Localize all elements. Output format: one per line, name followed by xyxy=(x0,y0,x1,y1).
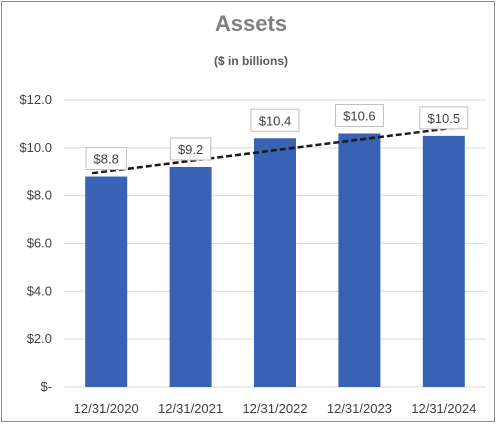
bar xyxy=(254,138,296,387)
chart-subtitle: ($ in billions) xyxy=(214,54,288,68)
data-label: $9.2 xyxy=(178,142,203,157)
data-label-box xyxy=(169,137,212,161)
data-label: $8.8 xyxy=(94,152,119,167)
x-tick-label: 12/31/2022 xyxy=(242,401,307,416)
x-tick-label: 12/31/2024 xyxy=(411,401,476,416)
data-label-box xyxy=(334,103,384,127)
bar xyxy=(422,135,465,387)
x-tick-label: 12/31/2021 xyxy=(158,401,223,416)
y-axis-ticks: $- $2.0 $4.0 $6.0 $8.0 $10.0 $12.0 xyxy=(19,92,52,394)
data-label: $10.5 xyxy=(428,111,461,126)
trendline xyxy=(92,126,458,175)
x-axis-ticks: 12/31/2020 12/31/2021 12/31/2022 12/31/2023… xyxy=(74,401,477,416)
bars xyxy=(85,133,465,387)
y-tick-label: $2.0 xyxy=(27,331,52,346)
data-labels: $8.8 $9.2 $10.4 $10.6 $10.5 xyxy=(85,103,469,171)
data-label-box xyxy=(250,108,300,132)
y-tick-label: $8.0 xyxy=(27,188,52,203)
trendline-group xyxy=(92,126,458,175)
y-tick-label: $- xyxy=(40,379,52,394)
data-label: $10.6 xyxy=(343,108,376,123)
y-tick-label: $12.0 xyxy=(19,92,52,107)
x-tick-label: 12/31/2020 xyxy=(74,401,139,416)
y-tick-label: $4.0 xyxy=(27,283,52,298)
bar xyxy=(338,133,381,387)
x-tick-label: 12/31/2023 xyxy=(327,401,392,416)
y-tick-label: $6.0 xyxy=(27,236,52,251)
bar xyxy=(169,166,212,387)
data-label: $10.4 xyxy=(259,113,292,128)
y-tick-label: $10.0 xyxy=(19,140,52,155)
bar xyxy=(85,176,128,387)
chart-title: Assets xyxy=(215,11,287,36)
data-label-box xyxy=(419,106,469,130)
chart-frame: Assets ($ in billions) $- $2.0 $4.0 $6.0 $8.… xyxy=(1,1,495,422)
data-label-box xyxy=(85,147,127,171)
